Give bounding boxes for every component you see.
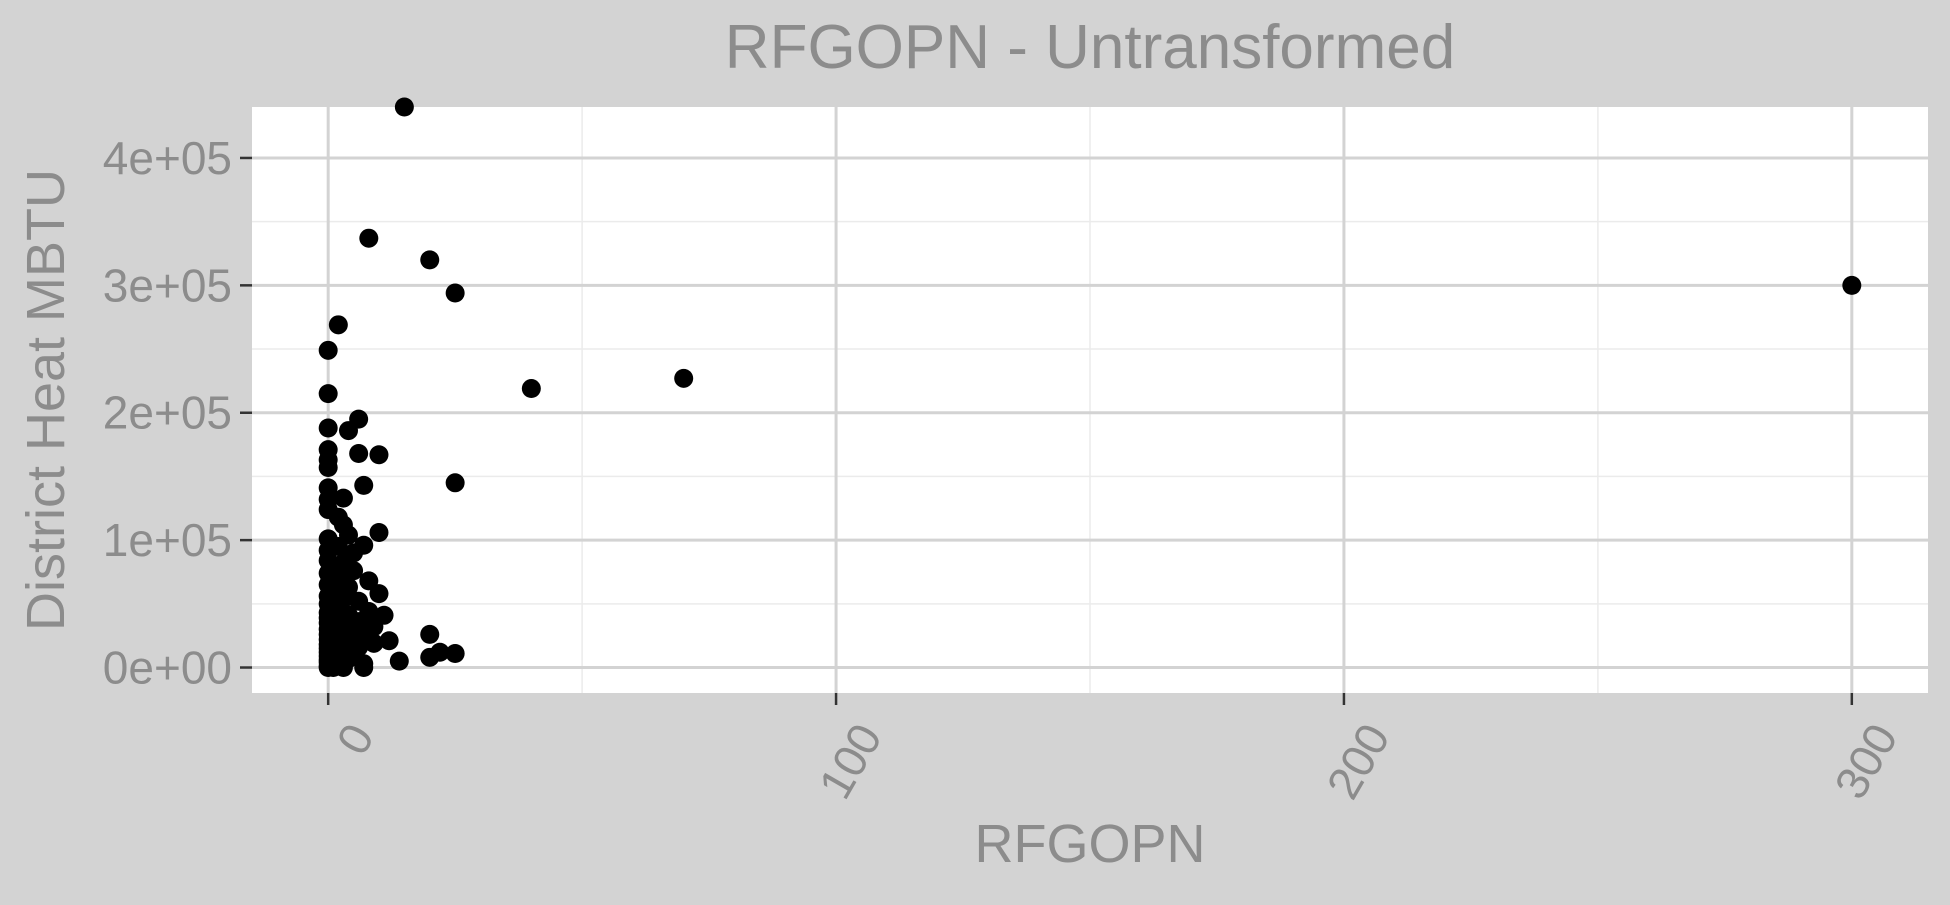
data-points — [318, 97, 1862, 678]
y-axis: 0e+00 1e+05 2e+05 3e+05 4e+05 — [103, 132, 252, 694]
data-point — [349, 444, 369, 464]
y-axis-title: District Heat MBTU — [16, 169, 76, 631]
x-axis-title: RFGOPN — [974, 814, 1205, 874]
data-point — [359, 228, 379, 248]
data-point — [318, 384, 338, 404]
data-point — [674, 368, 694, 388]
y-tick-label: 4e+05 — [103, 132, 232, 184]
y-tick-label: 1e+05 — [103, 514, 232, 566]
data-point — [318, 458, 338, 478]
data-point — [318, 340, 338, 360]
data-point — [420, 250, 440, 270]
chart-title: RFGOPN - Untransformed — [725, 13, 1455, 82]
data-point — [369, 445, 389, 465]
data-point — [445, 644, 465, 664]
data-point — [333, 658, 353, 678]
data-point — [369, 522, 389, 542]
data-point — [379, 631, 399, 651]
data-point — [1842, 275, 1862, 295]
data-point — [354, 658, 374, 678]
data-point — [389, 651, 409, 671]
data-point — [318, 418, 338, 438]
y-tick-label: 2e+05 — [103, 387, 232, 439]
y-tick-label: 0e+00 — [103, 642, 232, 694]
data-point — [344, 561, 364, 581]
data-point — [364, 633, 384, 653]
data-point — [359, 571, 379, 591]
data-point — [354, 475, 374, 495]
data-point — [338, 421, 358, 441]
data-point — [420, 624, 440, 644]
data-point — [369, 584, 389, 604]
data-point — [333, 488, 353, 508]
data-point — [445, 283, 465, 303]
data-point — [328, 315, 348, 335]
data-point — [521, 379, 541, 399]
data-point — [445, 473, 465, 493]
data-point — [420, 647, 440, 667]
y-tick-label: 3e+05 — [103, 259, 232, 311]
data-point — [318, 658, 338, 678]
data-point — [394, 97, 414, 117]
